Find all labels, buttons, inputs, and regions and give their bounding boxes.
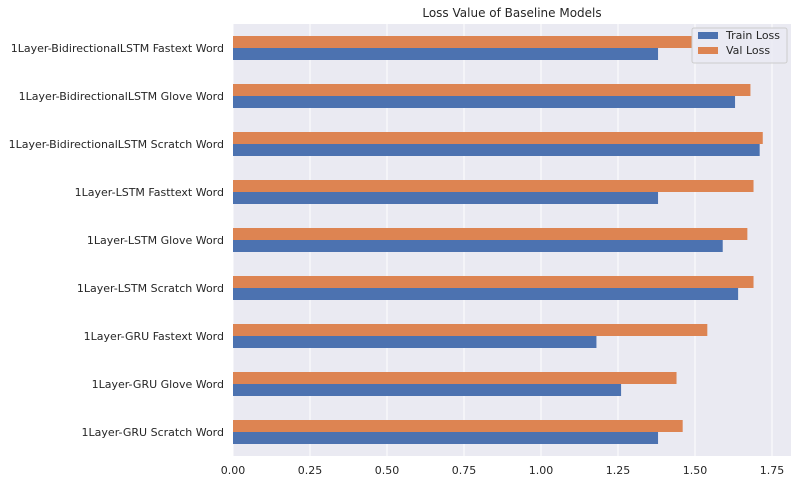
y-tick-labels: 1Layer-BidirectionalLSTM Fastext Word 1La…: [9, 42, 224, 439]
legend-swatch: [698, 47, 718, 54]
bar-train-loss: [233, 384, 622, 396]
x-tick-label: 1.25: [606, 464, 631, 477]
y-tick-label: 1Layer-GRU Glove Word: [92, 378, 224, 391]
y-tick-label: 1Layer-BidirectionalLSTM Glove Word: [19, 90, 224, 103]
bar-val-loss: [233, 228, 748, 240]
bar-train-loss: [233, 288, 739, 300]
legend-label: Train Loss: [725, 29, 780, 42]
bar-train-loss: [233, 240, 723, 252]
legend-swatch: [698, 32, 718, 39]
bar-val-loss: [233, 420, 683, 432]
chart-title: Loss Value of Baseline Models: [422, 6, 601, 20]
bar-train-loss: [233, 432, 659, 444]
bar-train-loss: [233, 336, 597, 348]
bar-train-loss: [233, 192, 659, 204]
x-tick-label: 0.75: [452, 464, 477, 477]
legend: Train Loss Val Loss: [691, 27, 788, 64]
bars: [233, 36, 763, 444]
x-tick-label: 1.00: [529, 464, 554, 477]
y-tick-label: 1Layer-GRU Scratch Word: [82, 426, 224, 439]
bar-val-loss: [233, 132, 763, 144]
x-tick-label: 0.50: [375, 464, 400, 477]
bar-train-loss: [233, 48, 659, 60]
y-tick-label: 1Layer-BidirectionalLSTM Fastext Word: [11, 42, 224, 55]
x-tick-label: 1.50: [683, 464, 708, 477]
y-tick-label: 1Layer-LSTM Fasttext Word: [75, 186, 224, 199]
y-tick-label: 1Layer-BidirectionalLSTM Scratch Word: [9, 138, 224, 151]
x-tick-labels: 0.00 0.25 0.50 0.75 1.00 1.25 1.50 1.75: [221, 464, 785, 477]
bar-val-loss: [233, 324, 708, 336]
bar-val-loss: [233, 276, 754, 288]
x-tick-label: 1.75: [760, 464, 785, 477]
x-tick-label: 0.25: [298, 464, 323, 477]
legend-label: Val Loss: [726, 44, 770, 57]
bar-val-loss: [233, 372, 677, 384]
bar-val-loss: [233, 36, 692, 48]
x-tick-label: 0.00: [221, 464, 246, 477]
bar-val-loss: [233, 84, 751, 96]
bar-val-loss: [233, 180, 754, 192]
bar-train-loss: [233, 96, 736, 108]
y-tick-label: 1Layer-LSTM Glove Word: [87, 234, 224, 247]
y-tick-label: 1Layer-GRU Fastext Word: [84, 330, 224, 343]
y-tick-label: 1Layer-LSTM Scratch Word: [77, 282, 224, 295]
bar-train-loss: [233, 144, 760, 156]
